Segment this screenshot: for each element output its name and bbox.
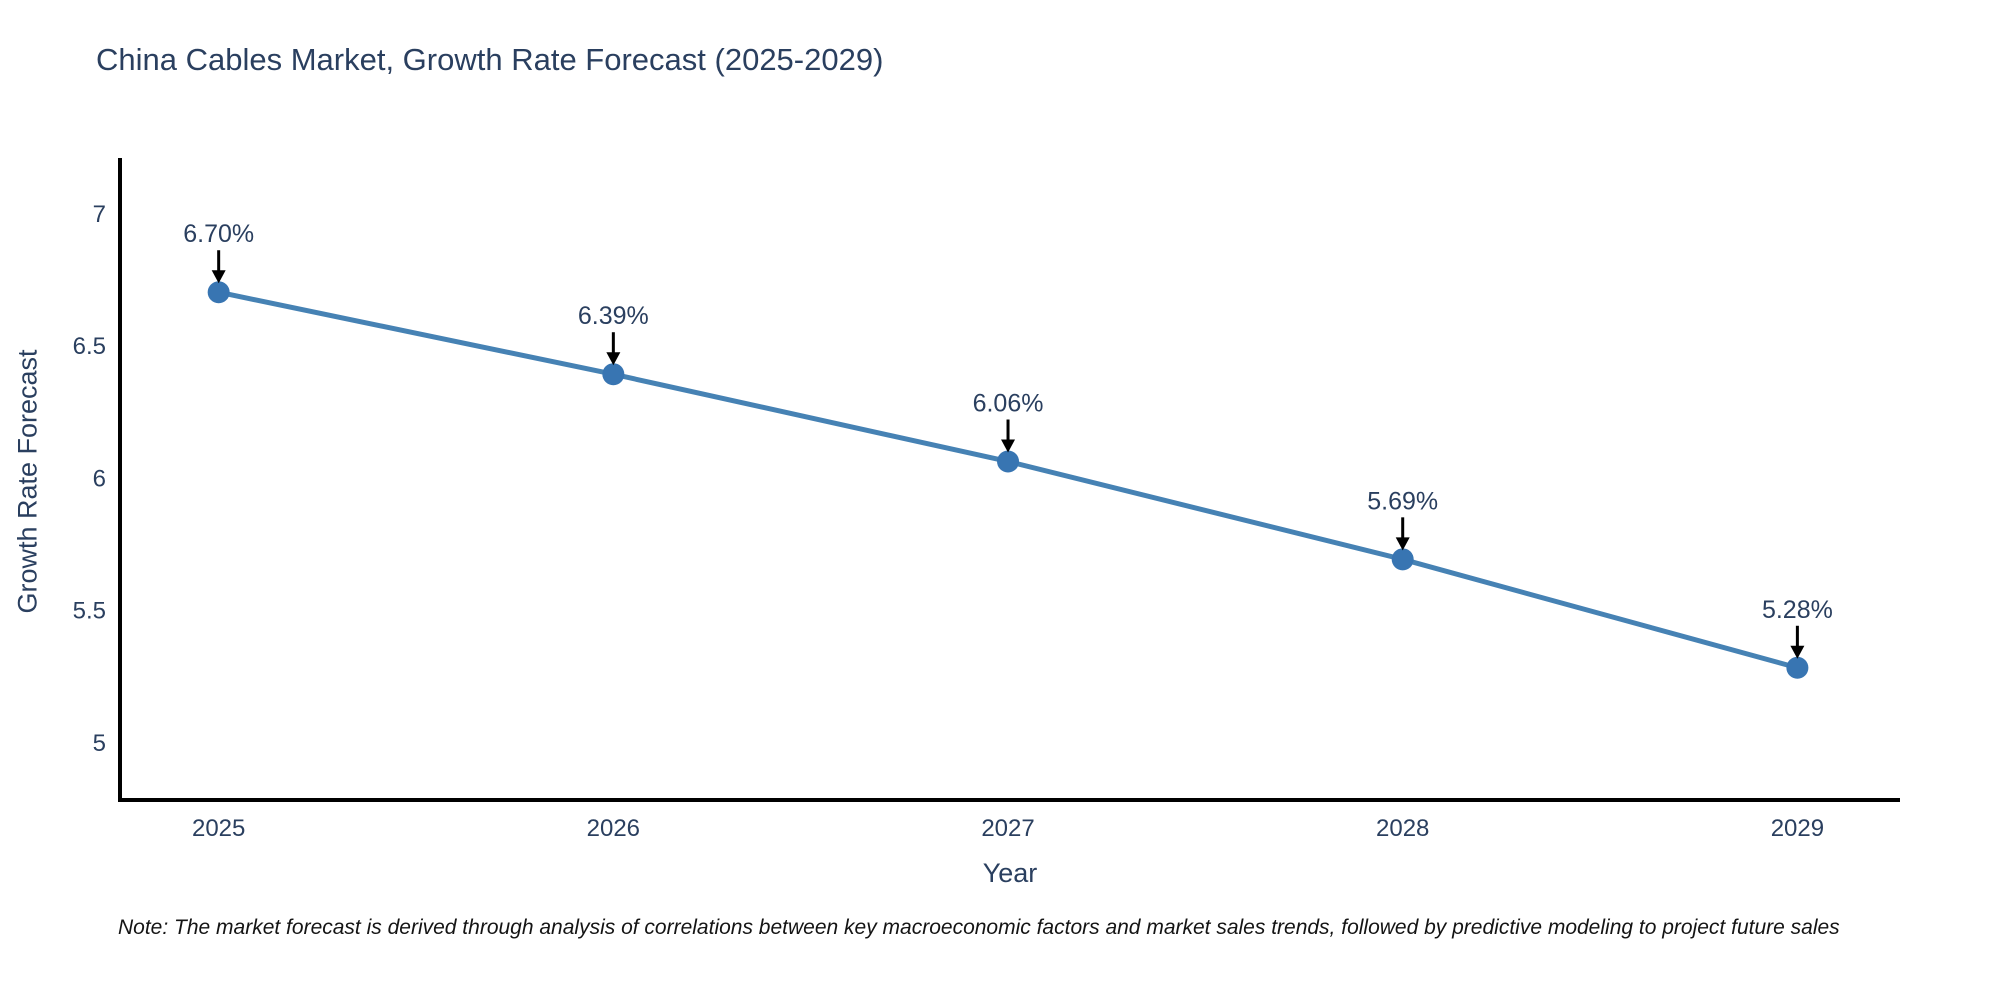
point-value-label: 5.28% xyxy=(1762,596,1833,624)
y-tick-label: 7 xyxy=(93,201,106,228)
series-line xyxy=(216,289,1800,671)
point-value-label: 6.06% xyxy=(973,389,1044,417)
annotation-arrowhead xyxy=(1790,645,1805,659)
x-tick-label: 2027 xyxy=(981,815,1034,842)
data-point-marker xyxy=(997,450,1020,473)
annotation-arrowhead xyxy=(211,270,226,284)
point-value-label: 6.39% xyxy=(578,302,649,330)
x-tick-label: 2028 xyxy=(1376,815,1429,842)
annotation-arrowhead xyxy=(606,352,621,366)
data-point-marker xyxy=(207,281,230,304)
x-tick-label: 2025 xyxy=(192,815,245,842)
y-tick-label: 5.5 xyxy=(73,598,106,625)
data-point-marker xyxy=(1786,656,1809,679)
y-axis-title: Growth Rate Forecast xyxy=(12,349,43,614)
data-point-marker xyxy=(602,363,625,386)
x-tick-label: 2029 xyxy=(1771,815,1824,842)
footnote: Note: The market forecast is derived thr… xyxy=(118,916,1840,939)
chart-title: China Cables Market, Growth Rate Forecas… xyxy=(96,42,884,77)
point-value-label: 5.69% xyxy=(1367,487,1438,515)
data-point-marker xyxy=(1391,548,1414,571)
y-tick-label: 6.5 xyxy=(73,333,106,360)
y-tick-label: 6 xyxy=(93,465,106,492)
x-tick-label: 2026 xyxy=(587,815,640,842)
x-axis-title: Year xyxy=(982,858,1038,888)
annotation-arrowhead xyxy=(1395,537,1410,551)
annotation-arrowhead xyxy=(1001,439,1016,453)
point-value-label: 6.70% xyxy=(183,220,254,248)
y-tick-label: 5 xyxy=(93,730,106,757)
